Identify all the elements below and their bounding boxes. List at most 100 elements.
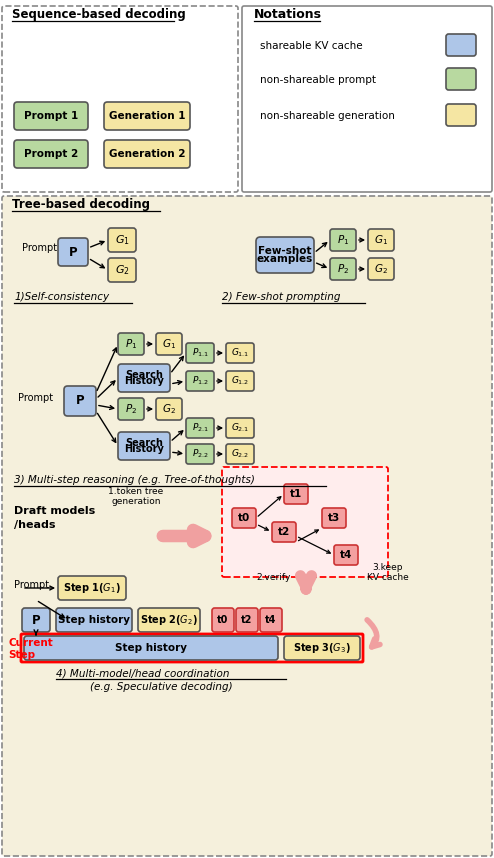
Text: $P_1$: $P_1$ — [337, 233, 349, 247]
Text: Generation 2: Generation 2 — [109, 149, 185, 159]
FancyBboxPatch shape — [322, 508, 346, 528]
FancyBboxPatch shape — [64, 386, 96, 416]
FancyBboxPatch shape — [226, 418, 254, 438]
Text: t4: t4 — [265, 615, 277, 625]
Text: P: P — [69, 245, 78, 258]
FancyBboxPatch shape — [14, 102, 88, 130]
FancyBboxPatch shape — [446, 34, 476, 56]
Text: 3) Multi-step reasoning (e.g. Tree-of-thoughts): 3) Multi-step reasoning (e.g. Tree-of-th… — [14, 475, 255, 485]
FancyBboxPatch shape — [22, 608, 50, 632]
Text: examples: examples — [257, 253, 313, 263]
Text: shareable KV cache: shareable KV cache — [260, 41, 363, 51]
Text: t2: t2 — [241, 615, 253, 625]
FancyBboxPatch shape — [186, 418, 214, 438]
Text: $P_1$: $P_1$ — [125, 337, 137, 351]
Text: t0: t0 — [217, 615, 229, 625]
Text: Generation 1: Generation 1 — [109, 111, 185, 121]
Text: Step: Step — [8, 650, 35, 660]
FancyBboxPatch shape — [186, 371, 214, 391]
Text: $G_{1.1}$: $G_{1.1}$ — [231, 347, 249, 360]
FancyBboxPatch shape — [330, 258, 356, 280]
Text: $G_{2.1}$: $G_{2.1}$ — [231, 422, 249, 434]
Text: $P_{2.2}$: $P_{2.2}$ — [192, 448, 208, 460]
FancyBboxPatch shape — [108, 258, 136, 282]
FancyBboxPatch shape — [272, 522, 296, 542]
FancyBboxPatch shape — [226, 371, 254, 391]
FancyBboxPatch shape — [242, 6, 492, 192]
Text: $G_1$: $G_1$ — [162, 337, 176, 351]
Text: $P_{2.1}$: $P_{2.1}$ — [192, 422, 208, 434]
Text: Step history: Step history — [58, 615, 130, 625]
Text: 1)Self-consistency: 1)Self-consistency — [14, 292, 109, 302]
Text: Prompt 1: Prompt 1 — [24, 111, 78, 121]
Text: P: P — [32, 613, 41, 626]
FancyBboxPatch shape — [138, 608, 200, 632]
Text: Search: Search — [125, 370, 163, 379]
Text: Notations: Notations — [254, 8, 322, 21]
FancyBboxPatch shape — [118, 398, 144, 420]
FancyBboxPatch shape — [212, 608, 234, 632]
FancyBboxPatch shape — [446, 68, 476, 90]
FancyBboxPatch shape — [330, 229, 356, 251]
FancyBboxPatch shape — [368, 229, 394, 251]
FancyBboxPatch shape — [156, 398, 182, 420]
FancyBboxPatch shape — [21, 634, 363, 662]
Text: Step history: Step history — [115, 643, 187, 653]
FancyBboxPatch shape — [104, 102, 190, 130]
Text: 1.token tree
generation: 1.token tree generation — [108, 486, 164, 506]
FancyBboxPatch shape — [2, 6, 238, 192]
Text: Prompt: Prompt — [14, 580, 49, 590]
FancyBboxPatch shape — [446, 104, 476, 126]
Text: (e.g. Speculative decoding): (e.g. Speculative decoding) — [90, 682, 233, 692]
FancyBboxPatch shape — [108, 228, 136, 252]
FancyBboxPatch shape — [24, 636, 278, 660]
FancyBboxPatch shape — [186, 343, 214, 363]
Text: $G_{1.2}$: $G_{1.2}$ — [231, 375, 249, 387]
FancyBboxPatch shape — [284, 636, 360, 660]
Text: Prompt: Prompt — [22, 243, 57, 253]
Text: 4) Multi-model/head coordination: 4) Multi-model/head coordination — [56, 668, 230, 678]
FancyBboxPatch shape — [58, 576, 126, 600]
Text: non-shareable generation: non-shareable generation — [260, 111, 395, 121]
Text: Step 1($G_1$): Step 1($G_1$) — [63, 581, 121, 595]
Text: $P_2$: $P_2$ — [337, 262, 349, 276]
Text: 3.keep
KV cache: 3.keep KV cache — [367, 563, 409, 582]
Text: $G_2$: $G_2$ — [374, 262, 388, 276]
Text: /heads: /heads — [14, 520, 55, 530]
Text: Step 3($G_3$): Step 3($G_3$) — [293, 641, 351, 655]
FancyBboxPatch shape — [222, 467, 388, 577]
FancyBboxPatch shape — [156, 333, 182, 355]
Text: t3: t3 — [328, 513, 340, 523]
FancyBboxPatch shape — [260, 608, 282, 632]
Text: $P_{1.1}$: $P_{1.1}$ — [192, 347, 208, 360]
Text: Tree-based decoding: Tree-based decoding — [12, 198, 150, 211]
Text: Prompt: Prompt — [18, 393, 53, 403]
Text: Search: Search — [125, 438, 163, 448]
Text: Draft models: Draft models — [14, 506, 95, 516]
Text: History: History — [124, 377, 164, 386]
Text: non-shareable prompt: non-shareable prompt — [260, 75, 376, 85]
FancyBboxPatch shape — [118, 364, 170, 392]
Text: t4: t4 — [340, 550, 352, 560]
Text: $G_1$: $G_1$ — [374, 233, 388, 247]
FancyBboxPatch shape — [118, 432, 170, 460]
FancyBboxPatch shape — [14, 140, 88, 168]
FancyBboxPatch shape — [118, 333, 144, 355]
Text: 2) Few-shot prompting: 2) Few-shot prompting — [222, 292, 340, 302]
FancyBboxPatch shape — [186, 444, 214, 464]
Text: t2: t2 — [278, 527, 290, 537]
Text: $G_2$: $G_2$ — [115, 263, 129, 277]
Text: $G_2$: $G_2$ — [162, 402, 176, 416]
Text: Step 2($G_2$): Step 2($G_2$) — [140, 613, 198, 627]
FancyBboxPatch shape — [284, 484, 308, 504]
FancyBboxPatch shape — [236, 608, 258, 632]
FancyBboxPatch shape — [334, 545, 358, 565]
Text: History: History — [124, 444, 164, 455]
FancyBboxPatch shape — [2, 196, 492, 856]
FancyBboxPatch shape — [104, 140, 190, 168]
Text: P: P — [76, 395, 84, 408]
FancyBboxPatch shape — [256, 237, 314, 273]
FancyBboxPatch shape — [226, 343, 254, 363]
Text: $P_{1.2}$: $P_{1.2}$ — [192, 375, 208, 387]
FancyBboxPatch shape — [56, 608, 132, 632]
